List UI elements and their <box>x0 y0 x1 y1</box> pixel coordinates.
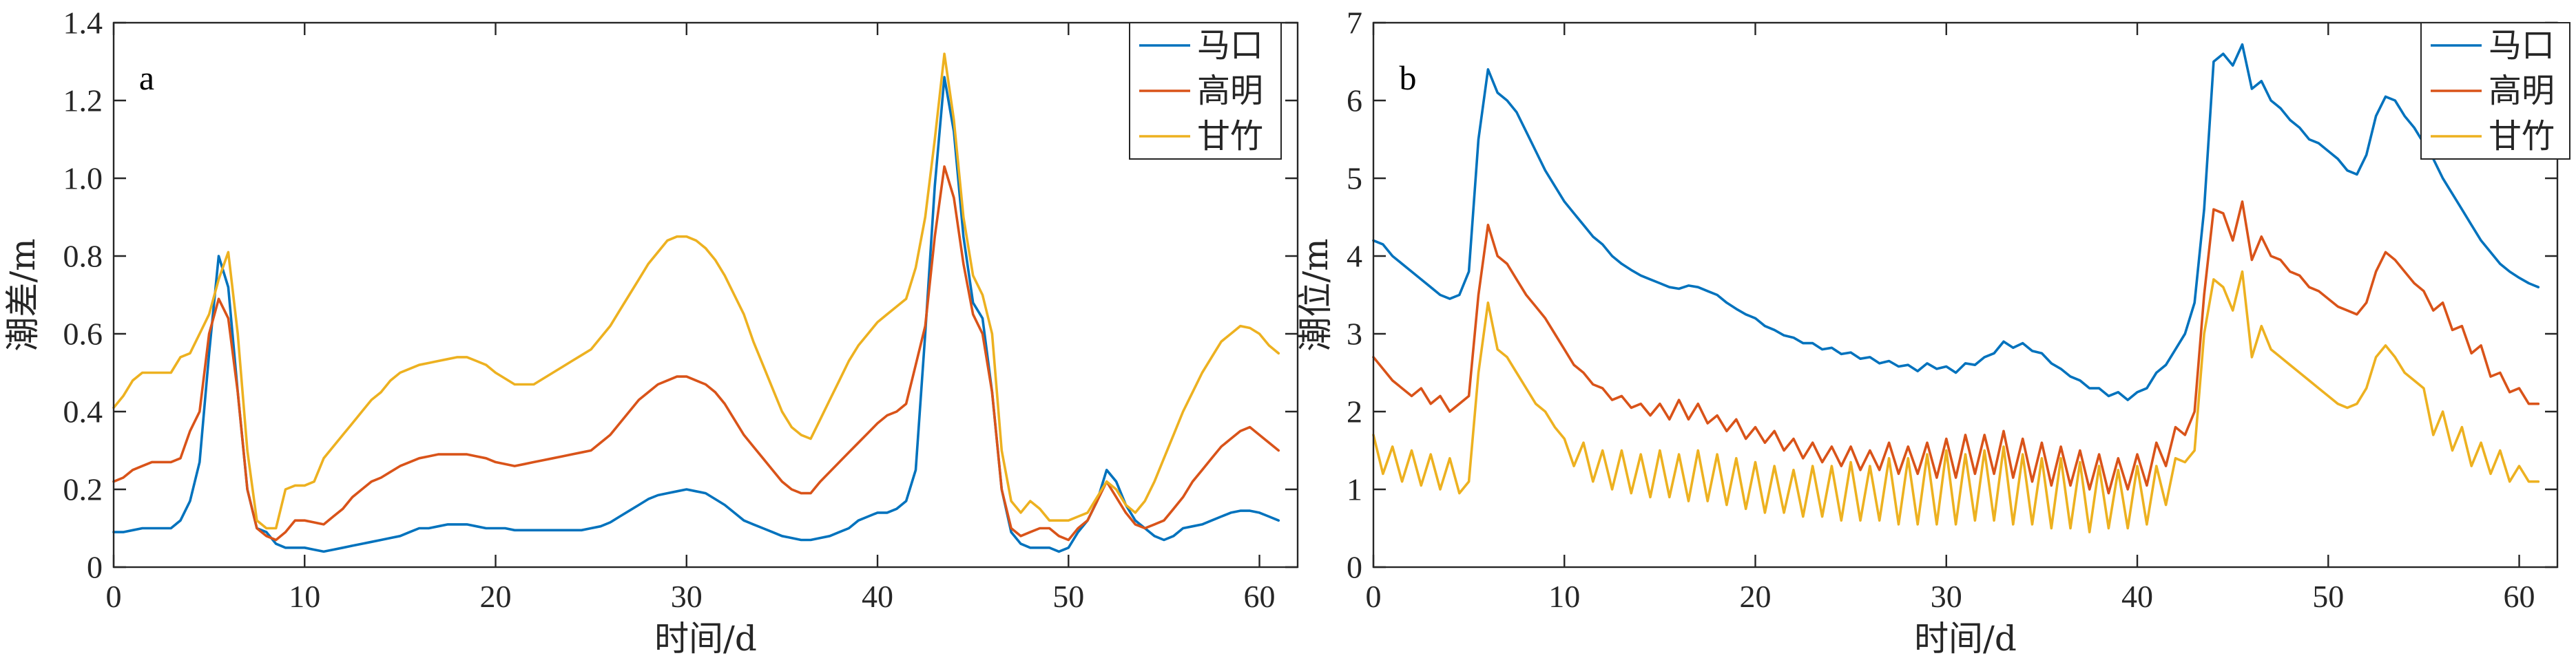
series-line-1 <box>112 76 1280 553</box>
series-line-2 <box>112 165 1280 542</box>
y-tick-label: 1.0 <box>63 161 103 196</box>
x-tick-label: 40 <box>862 579 893 614</box>
y-tick-label: 0.2 <box>63 472 103 507</box>
x-tick-label: 50 <box>2312 579 2344 614</box>
legend-label-3: 甘竹 <box>1197 117 1263 156</box>
y-tick-label: 1 <box>1347 472 1362 507</box>
y-tick-label: 0 <box>1347 550 1362 585</box>
series-line-3 <box>1372 270 2540 533</box>
axes-frame <box>1372 21 2559 569</box>
x-tick-label: 0 <box>106 579 122 614</box>
y-tick-label: 6 <box>1347 83 1362 118</box>
y-tick-label: 7 <box>1347 6 1362 41</box>
x-tick-label: 0 <box>1366 579 1382 614</box>
x-tick-label: 30 <box>671 579 703 614</box>
x-tick-label: 10 <box>1548 579 1580 614</box>
y-axis-label: 潮位/m <box>1296 238 1336 351</box>
y-tick-label: 5 <box>1347 161 1362 196</box>
y-tick-label: 4 <box>1347 239 1362 274</box>
x-tick-label: 30 <box>1931 579 1962 614</box>
x-axis-label: 时间/d <box>654 619 757 659</box>
x-tick-label: 50 <box>1052 579 1084 614</box>
y-tick-label: 1.4 <box>63 6 103 41</box>
x-tick-label: 10 <box>289 579 320 614</box>
y-tick-label: 3 <box>1347 317 1362 352</box>
y-tick-label: 2 <box>1347 394 1362 429</box>
x-tick-label: 40 <box>2121 579 2153 614</box>
chart-panel-a: 0 10 20 30 40 50 60 0 0.2 0.4 0.6 0.8 1.0 1.2 1.4 时间/d 潮… <box>3 6 1299 659</box>
legend-label-3: 甘竹 <box>2489 117 2555 156</box>
legend-label-1: 马口 <box>2489 26 2555 65</box>
legend-label-1: 马口 <box>1197 26 1263 65</box>
x-axis-label: 时间/d <box>1914 619 2017 659</box>
series-line-1 <box>1372 43 2540 401</box>
series-line-3 <box>112 52 1280 530</box>
y-tick-label: 0.6 <box>63 317 103 352</box>
panel-label: a <box>139 59 154 97</box>
series-line-2 <box>1372 200 2540 495</box>
axes-frame <box>112 21 1299 569</box>
x-tick-label: 60 <box>2504 579 2535 614</box>
x-tick-label: 20 <box>1740 579 1772 614</box>
x-tick-label: 60 <box>1244 579 1276 614</box>
legend-label-2: 高明 <box>1197 72 1263 110</box>
y-tick-label: 1.2 <box>63 83 103 118</box>
y-tick-label: 0.4 <box>63 394 103 429</box>
panel-label: b <box>1400 59 1417 97</box>
y-axis-label: 潮差/m <box>3 238 43 351</box>
x-tick-label: 20 <box>480 579 512 614</box>
legend-label-2: 高明 <box>2489 72 2555 110</box>
y-tick-label: 0 <box>87 550 103 585</box>
y-tick-label: 0.8 <box>63 239 103 274</box>
